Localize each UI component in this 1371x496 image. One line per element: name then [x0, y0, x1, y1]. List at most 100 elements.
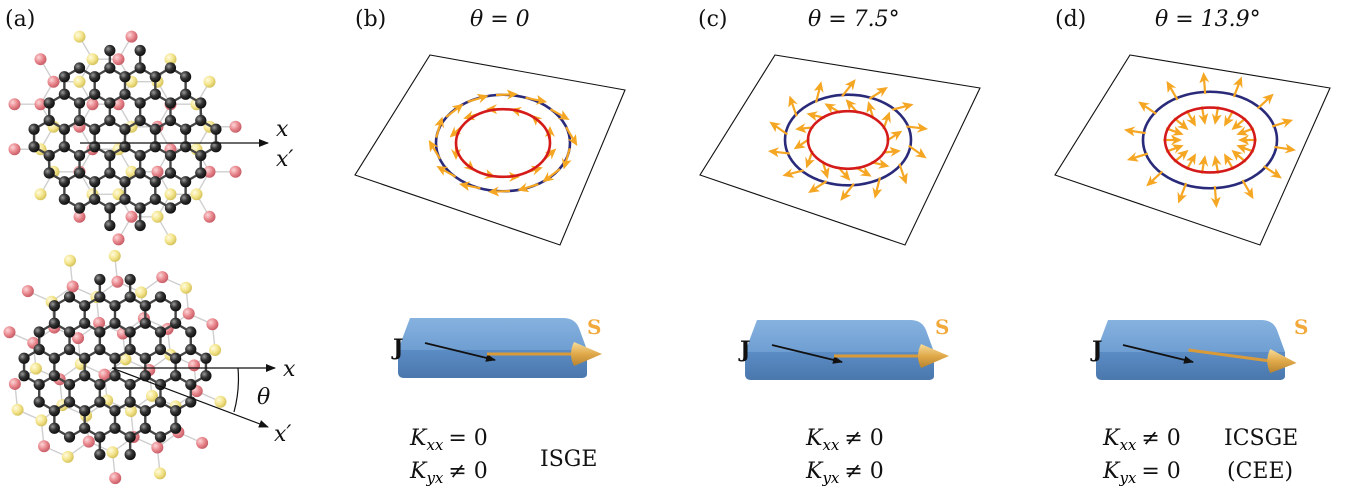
- atom-carbon: [139, 317, 151, 329]
- spin-arrow-shaft: [1274, 145, 1291, 151]
- outer-fermi-circle: [783, 93, 913, 187]
- inner-fermi-circle: [1163, 106, 1257, 174]
- atom-carbon: [104, 202, 116, 214]
- atom-carbon: [170, 300, 182, 312]
- angle-title-c: θ = 7.5°: [808, 7, 900, 32]
- inner-fermi-circle: [454, 107, 552, 179]
- spin-arrow-shaft: [430, 144, 441, 160]
- atom-carbon: [119, 193, 131, 205]
- atom-carbon: [63, 396, 76, 408]
- atom-carbon: [28, 141, 40, 153]
- spin-arrow-shaft: [1149, 170, 1164, 184]
- effect-label2-d: (CEE): [1227, 459, 1293, 484]
- atom-carbon: [18, 370, 30, 382]
- atom-carbon: [124, 326, 136, 338]
- atom-carbon: [185, 326, 197, 338]
- atom-carbon: [124, 378, 136, 391]
- spin-arrow-head: [428, 140, 439, 153]
- atom-yellow: [164, 233, 177, 246]
- spin-arrow-head: [1146, 175, 1158, 187]
- atom-carbon: [134, 114, 146, 127]
- spin-arrow-head: [859, 166, 872, 177]
- spin-label-b: S: [587, 315, 601, 339]
- atom-carbon: [119, 88, 131, 100]
- svg-text:Kyx≠ 0: Kyx ≠ 0: [409, 459, 488, 487]
- atom-carbon: [43, 114, 55, 127]
- spin-arrow-shaft: [1232, 81, 1241, 98]
- atom-red: [47, 75, 60, 88]
- spin-arrow-head: [1210, 196, 1221, 209]
- atom-red: [8, 143, 21, 156]
- atom-carbon: [139, 422, 151, 434]
- atom-red: [182, 307, 195, 320]
- atom-carbon: [79, 300, 91, 312]
- spin-arrow-head: [557, 110, 570, 120]
- atom-carbon: [63, 326, 76, 338]
- atom-carbon: [149, 71, 161, 83]
- axis-xp-bottom: [111, 367, 269, 428]
- atom-carbon: [195, 114, 207, 127]
- atom-carbon: [210, 141, 222, 153]
- atom-carbon: [33, 326, 45, 338]
- panel-label-c: (c): [698, 7, 728, 32]
- spin-arrow-shaft: [908, 144, 923, 156]
- atom-carbon: [58, 141, 70, 153]
- panel-label-d: (d): [1055, 7, 1086, 32]
- atom-carbon: [33, 396, 45, 408]
- atom-carbon: [124, 396, 136, 408]
- atom-carbon: [164, 149, 177, 162]
- atom-yellow: [209, 344, 222, 357]
- spin-arrow-head: [1211, 113, 1222, 125]
- atom-carbon: [149, 123, 161, 135]
- panel-label-a: (a): [5, 7, 35, 32]
- spin-arrow-head: [1224, 114, 1234, 127]
- spin-arrow-head: [1238, 135, 1249, 145]
- spin-arrow-head: [916, 122, 929, 133]
- atom-carbon: [79, 422, 91, 434]
- spin-arrow-head: [890, 130, 903, 141]
- axis-label-xp-top: x′: [276, 147, 293, 172]
- atom-red: [151, 165, 164, 178]
- atom-carbon: [164, 167, 177, 179]
- atom-carbon: [63, 431, 76, 443]
- atom-carbon: [109, 300, 121, 312]
- spin-arrow-head: [1224, 153, 1234, 166]
- current-label-d: J: [1090, 337, 1102, 363]
- spin-arrow-head: [1281, 118, 1294, 128]
- atom-carbon: [139, 300, 151, 312]
- spin-arrow-head: [1176, 119, 1189, 131]
- atom-carbon: [79, 352, 91, 364]
- atom-red: [72, 332, 85, 345]
- atom-carbon: [89, 88, 101, 100]
- atom-carbon: [170, 405, 182, 417]
- spin-arrow-shaft: [435, 122, 442, 139]
- atom-carbon: [124, 273, 136, 286]
- atom-carbon: [119, 71, 131, 83]
- equation-kxx-b: Kxx = 0: [409, 426, 488, 454]
- spin-arrow-shaft: [812, 180, 828, 191]
- atom-carbon: [180, 123, 192, 135]
- atom-carbon: [104, 149, 116, 162]
- atom-carbon: [180, 141, 192, 153]
- spin-arrow-shaft: [1241, 179, 1252, 195]
- svg-text:Kyx= 0: Kyx = 0: [1102, 459, 1181, 487]
- atom-red: [111, 275, 124, 288]
- atom-carbon: [170, 370, 182, 382]
- spin-arrow-head: [1138, 101, 1151, 112]
- spin-arrow-head: [839, 169, 851, 181]
- spin-arrow-head: [1211, 155, 1222, 167]
- atom-carbon: [149, 141, 161, 153]
- atom-red: [203, 165, 216, 178]
- atom-carbon: [124, 431, 136, 443]
- spin-arrow-shaft: [1142, 104, 1157, 115]
- atom-carbon: [139, 352, 151, 364]
- slab-top: [1096, 320, 1285, 352]
- atom-carbon: [124, 343, 136, 356]
- atom-carbon: [154, 291, 167, 303]
- atom-carbon: [164, 97, 177, 109]
- spin-shaft: [1188, 348, 1271, 363]
- spin-arrow-shaft: [467, 96, 484, 103]
- spin-arrow-head: [808, 182, 821, 193]
- atom-yellow: [145, 389, 158, 402]
